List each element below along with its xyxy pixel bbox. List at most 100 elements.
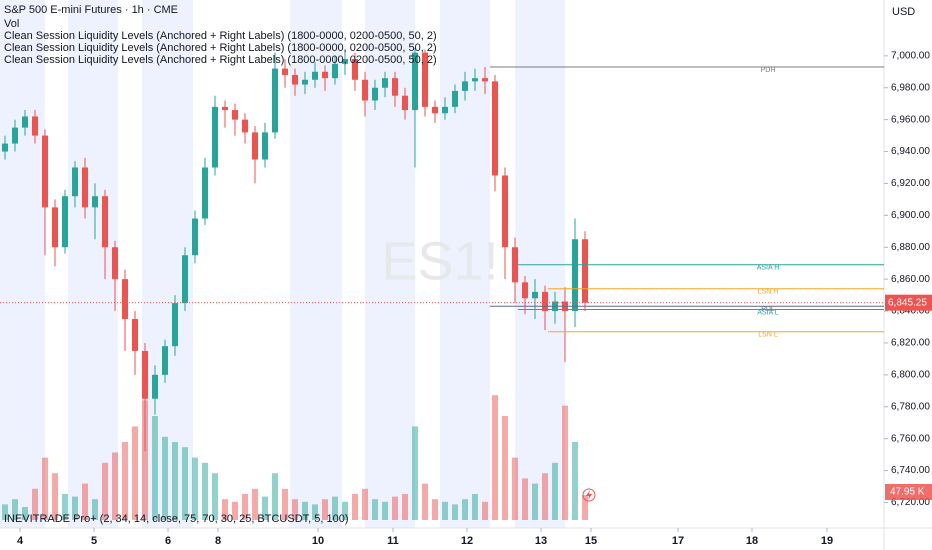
last-price-box xyxy=(885,294,932,311)
x-tick-label: 12 xyxy=(461,535,473,547)
x-tick-label: 17 xyxy=(672,535,684,547)
candle-body xyxy=(112,247,118,280)
volume-bar xyxy=(112,452,118,520)
y-tick-label: 6,760.00 xyxy=(891,433,930,444)
y-tick-label: 6,960.00 xyxy=(891,114,930,125)
candle-body xyxy=(32,116,38,136)
candle-body xyxy=(202,167,208,219)
candle-body xyxy=(282,68,288,75)
volume-bar xyxy=(152,416,158,520)
candle-body xyxy=(362,79,368,101)
volume-bar xyxy=(192,457,198,520)
candle-body xyxy=(422,52,428,107)
candle-body xyxy=(42,135,48,208)
volume-bar xyxy=(422,483,428,520)
alert-icon xyxy=(586,490,592,500)
x-tick-label: 11 xyxy=(387,535,399,547)
volume-bar xyxy=(462,499,468,520)
candle-body xyxy=(242,119,248,133)
legend-line: Clean Session Liquidity Levels (Anchored… xyxy=(4,54,437,66)
volume-bar xyxy=(342,501,348,520)
y-tick-label: 6,940.00 xyxy=(891,146,930,157)
candle-body xyxy=(2,143,8,152)
candle-body xyxy=(102,196,108,248)
volume-bar xyxy=(102,462,108,520)
candle-body xyxy=(342,59,348,64)
candle-body xyxy=(22,116,28,128)
candle-body xyxy=(502,175,508,248)
volume-bar xyxy=(552,462,558,520)
alert-icon[interactable] xyxy=(582,488,596,502)
y-tick-label: 6,780.00 xyxy=(891,401,930,412)
candle-body xyxy=(492,81,498,176)
volume-bar xyxy=(132,426,138,520)
volume-bar xyxy=(32,488,38,520)
volume-bar xyxy=(402,494,408,520)
volume-bar xyxy=(252,488,258,520)
candle-body xyxy=(522,282,528,299)
candle-body xyxy=(402,95,408,111)
volume-bar xyxy=(522,478,528,520)
volume-bar xyxy=(162,436,168,520)
volume-bar xyxy=(512,457,518,520)
currency[interactable]: USD xyxy=(892,6,915,18)
volume-bar xyxy=(292,499,298,520)
chart-title: S&P 500 E-mini Futures · 1h · CME xyxy=(4,4,178,16)
volume-bar xyxy=(382,501,388,520)
y-tick-label: 6,880.00 xyxy=(891,242,930,253)
volume-bar xyxy=(12,499,18,520)
candle-body xyxy=(572,239,578,312)
volume-bar xyxy=(452,504,458,520)
level-label: ASIA H xyxy=(757,265,780,272)
volume-bar xyxy=(392,496,398,520)
candle-body xyxy=(482,78,488,82)
candle-body xyxy=(292,74,298,85)
volume-bar xyxy=(492,395,498,520)
candle-body xyxy=(452,90,458,107)
candle-body xyxy=(392,78,398,96)
y-tick-label: 7,000.00 xyxy=(891,50,930,61)
last-price-label: 6,845.25 xyxy=(888,297,927,308)
level-label: LSN H xyxy=(758,289,779,296)
candle-body xyxy=(382,78,388,88)
volume-label: 47.95 K xyxy=(890,487,925,498)
volume-bar xyxy=(322,499,328,520)
candle-body xyxy=(412,52,418,111)
volume-bar xyxy=(22,507,28,520)
y-tick-label: 6,720.00 xyxy=(891,497,930,508)
volume-bar xyxy=(482,501,488,520)
candle-body xyxy=(332,63,338,79)
legend-line: Clean Session Liquidity Levels (Anchored… xyxy=(4,42,437,54)
candle-body xyxy=(192,218,198,256)
session-shading xyxy=(0,0,565,528)
volume-bar xyxy=(412,426,418,520)
volume-bar xyxy=(142,400,148,520)
volume-bar xyxy=(72,496,78,520)
x-tick-label: 15 xyxy=(585,535,597,547)
y-tick-label: 6,980.00 xyxy=(891,82,930,93)
volume-bar xyxy=(52,473,58,520)
candle-body xyxy=(62,196,68,248)
y-tick-label: 6,900.00 xyxy=(891,210,930,221)
candle-body xyxy=(302,79,308,85)
level-label: PDH xyxy=(761,67,776,74)
candle-body xyxy=(162,346,168,375)
level-label: LSN L xyxy=(758,332,778,339)
candle-body xyxy=(262,132,268,160)
volume-bar xyxy=(62,494,68,520)
candle-body xyxy=(472,78,478,82)
candle-body xyxy=(212,106,218,168)
candle-body xyxy=(172,303,178,347)
volume-bar xyxy=(92,499,98,520)
x-tick-label: 4 xyxy=(17,535,24,547)
x-tick-label: 6 xyxy=(165,535,171,547)
volume-bar xyxy=(272,473,278,520)
x-tick-label: 13 xyxy=(535,535,547,547)
volume-bar xyxy=(82,483,88,520)
x-tick-label: 19 xyxy=(821,535,833,547)
volume-bar xyxy=(232,501,238,520)
volume-bar xyxy=(2,504,8,520)
y-tick-label: 6,820.00 xyxy=(891,338,930,349)
volume-bar xyxy=(362,488,368,520)
